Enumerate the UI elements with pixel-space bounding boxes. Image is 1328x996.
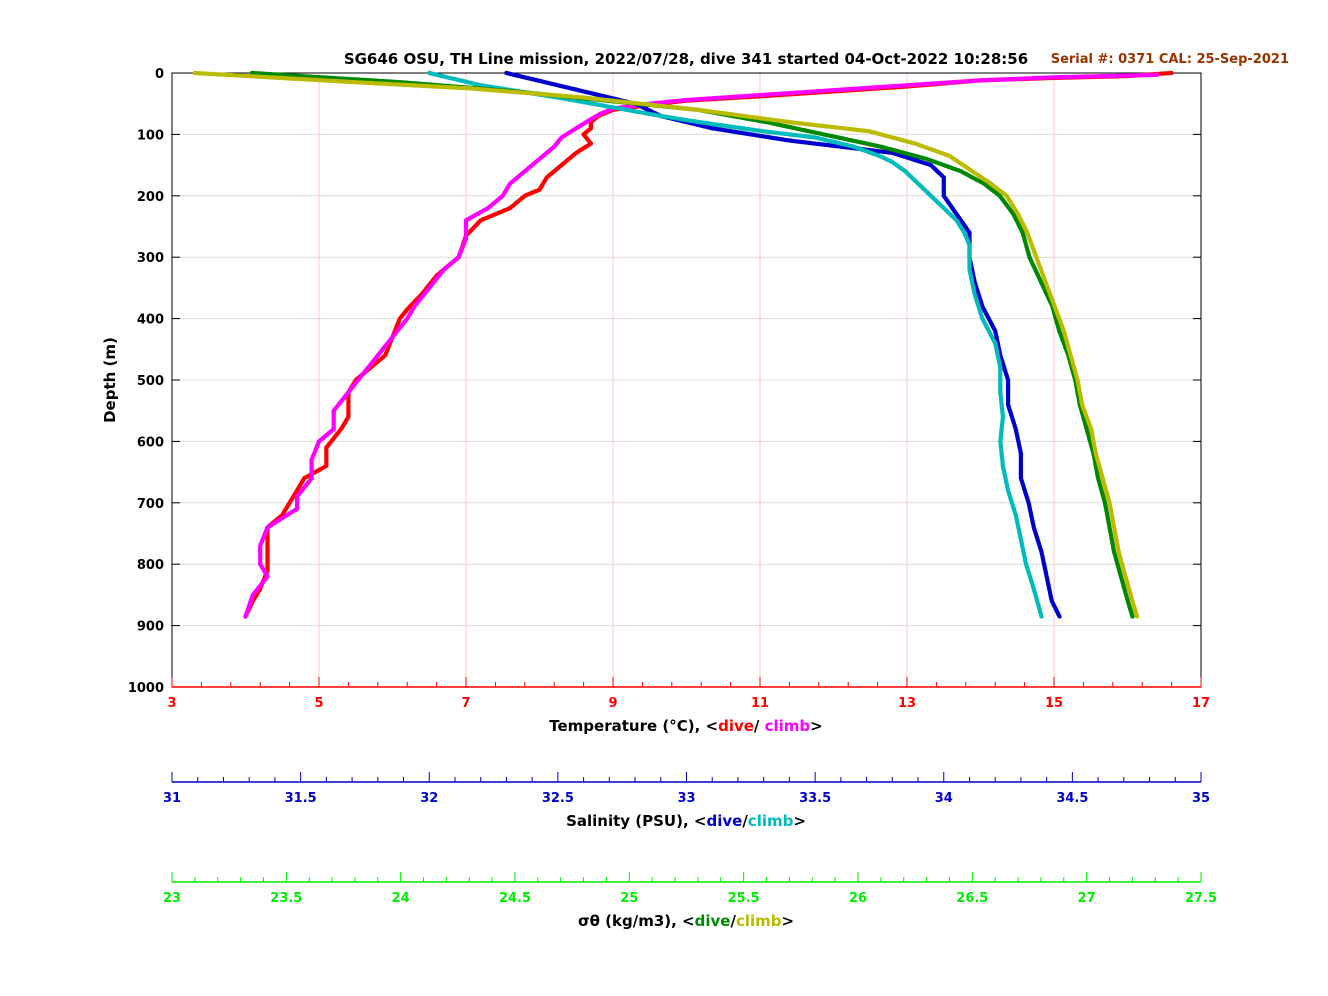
x-tick-label: 26 — [849, 891, 867, 906]
y-tick-label: 0 — [155, 67, 164, 82]
salinity-axis: 31 31.5 32 32.5 33 33.5 34 34.5 35 Salinity (PSU)… — [163, 772, 1210, 830]
data-point — [1134, 614, 1140, 619]
x-tick-label: 33 — [677, 791, 695, 806]
x-tick-label: 33.5 — [799, 791, 831, 806]
axis-label-prefix: Salinity (PSU), < — [566, 812, 706, 830]
series-temperature-climb — [243, 72, 1160, 619]
x-tick-label: 9 — [608, 696, 617, 711]
y-axis-label: Depth (m) — [101, 337, 119, 423]
x-tick-label: 31.5 — [285, 791, 317, 806]
axis-label-separator: / — [742, 812, 748, 830]
x-tick-label: 5 — [314, 696, 323, 711]
x-tick-label: 15 — [1045, 696, 1063, 711]
x-tick-label: 23 — [163, 891, 181, 906]
x-tick-label: 7 — [461, 696, 470, 711]
data-point — [1130, 614, 1135, 619]
y-tick-label: 500 — [137, 374, 164, 389]
x-tick-label: 31 — [163, 791, 181, 806]
x-tick-label: 24 — [392, 891, 410, 906]
axis-label-dive: dive — [695, 912, 731, 930]
axis-label-prefix: Temperature (°C), < — [549, 717, 718, 735]
series-salinity-climb — [427, 70, 1044, 619]
x-tick-label: 17 — [1192, 696, 1210, 711]
x-tick-label: 35 — [1192, 791, 1210, 806]
y-tick-label: 600 — [137, 435, 164, 450]
y-tick-label: 100 — [137, 128, 164, 143]
x-tick-label: 25 — [620, 891, 638, 906]
axis-label-suffix: > — [781, 912, 794, 930]
axis-label-suffix: > — [793, 812, 806, 830]
y-tick-label: 700 — [137, 497, 164, 512]
series-salinity-dive — [504, 70, 1062, 619]
x-tick-label: 27.5 — [1185, 891, 1217, 906]
x-tick-label: 23.5 — [270, 891, 302, 906]
density-axis-label: σθ (kg/m3), <dive/climb> — [578, 912, 794, 930]
axis-label-separator: / — [730, 912, 736, 930]
x-tick-label: 11 — [751, 696, 769, 711]
x-tick-label: 13 — [898, 696, 916, 711]
series-density-climb — [192, 70, 1140, 619]
y-tick-label: 900 — [137, 620, 164, 635]
chart-title: SG646 OSU, TH Line mission, 2022/07/28, … — [344, 50, 1028, 68]
density-axis: 23 23.5 24 24.5 25 25.5 26 26.5 27 27.5 σθ (kg/m3)… — [163, 872, 1217, 930]
x-tick-label: 32 — [420, 791, 438, 806]
x-tick-label: 34 — [935, 791, 953, 806]
x-tick-label: 27 — [1078, 891, 1096, 906]
y-tick-label: 800 — [137, 558, 164, 573]
axis-label-dive: dive — [718, 717, 754, 735]
y-tick-label: 300 — [137, 251, 164, 266]
axis-label-climb: climb — [736, 912, 782, 930]
data-point — [1039, 614, 1044, 619]
x-tick-label: 34.5 — [1056, 791, 1088, 806]
x-tick-label: 3 — [167, 696, 176, 711]
axis-label-separator: / — [754, 717, 765, 735]
x-tick-label: 32.5 — [542, 791, 574, 806]
salinity-axis-label: Salinity (PSU), <dive/climb> — [566, 812, 806, 830]
serial-cal-annotation: Serial #: 0371 CAL: 25-Sep-2021 — [1051, 52, 1289, 67]
temperature-axis-label: Temperature (°C), <dive/ climb> — [549, 717, 823, 735]
axis-label-prefix: σθ (kg/m3), < — [578, 912, 695, 930]
x-tick-label: 25.5 — [728, 891, 760, 906]
y-tick-label: 400 — [137, 313, 164, 328]
data-point — [1057, 614, 1062, 619]
data-point — [243, 614, 248, 619]
y-tick-label: 1000 — [128, 681, 164, 696]
axis-label-dive: dive — [706, 812, 742, 830]
y-tick-label: 200 — [137, 190, 164, 205]
axis-label-climb: climb — [765, 717, 811, 735]
axis-label-suffix: > — [810, 717, 823, 735]
axis-label-climb: climb — [748, 812, 794, 830]
temperature-axis: 3 5 7 9 11 13 15 17 Temperature (°C), <dive/ cli… — [167, 677, 1210, 735]
x-tick-label: 24.5 — [499, 891, 531, 906]
x-tick-label: 26.5 — [956, 891, 988, 906]
